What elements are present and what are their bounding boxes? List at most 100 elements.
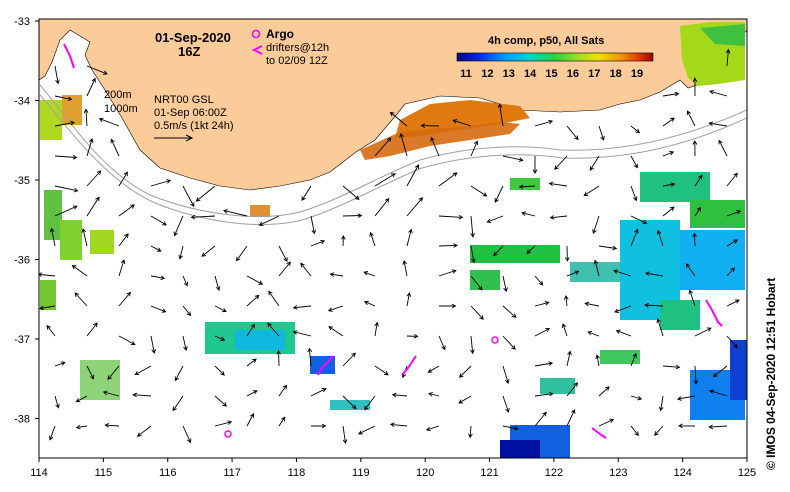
lon-tick-label: 119 xyxy=(352,467,370,479)
current-arrow xyxy=(150,245,162,252)
current-arrow xyxy=(583,185,600,197)
current-arrow xyxy=(630,155,638,169)
drifter-legend-icon xyxy=(251,45,263,55)
current-arrow xyxy=(54,65,60,85)
current-arrow xyxy=(493,245,504,257)
current-arrow xyxy=(246,413,254,427)
current-arrow xyxy=(592,215,600,234)
current-arrow xyxy=(190,214,216,220)
current-arrow xyxy=(86,365,95,380)
current-arrow xyxy=(430,136,440,157)
current-arrow xyxy=(470,335,475,355)
product-time-label: 01-Sep 06:00Z xyxy=(154,107,227,119)
map-frame xyxy=(38,18,748,459)
current-arrow xyxy=(662,91,680,97)
colorbar-tick-label: 14 xyxy=(524,68,537,80)
current-arrow xyxy=(182,185,195,208)
current-arrow xyxy=(712,365,728,378)
colorbar-tick-label: 15 xyxy=(545,68,557,80)
current-arrow xyxy=(174,365,184,382)
current-arrow xyxy=(502,275,508,293)
current-arrow xyxy=(598,125,605,141)
current-arrow xyxy=(236,245,248,262)
current-arrow xyxy=(658,395,664,412)
current-arrow xyxy=(118,291,132,307)
current-arrow xyxy=(201,245,216,257)
current-arrow xyxy=(86,138,94,157)
current-arrow xyxy=(342,352,356,367)
drifter-tracks xyxy=(63,43,723,439)
lon-tick-label: 118 xyxy=(288,467,306,479)
current-arrow xyxy=(470,305,484,320)
current-arrow xyxy=(615,329,632,337)
current-arrow xyxy=(182,425,192,444)
current-arrow xyxy=(644,271,664,277)
lon-tick-label: 114 xyxy=(30,467,48,479)
current-arrow xyxy=(565,245,570,262)
current-arrow xyxy=(222,209,248,217)
land-australia xyxy=(39,19,747,191)
current-arrow xyxy=(391,392,408,398)
credit-label: © IMOS 04-Sep-2020 12:51 Hobart xyxy=(764,277,778,470)
current-arrow xyxy=(470,245,476,264)
current-arrow xyxy=(107,365,120,381)
current-arrow xyxy=(502,425,519,431)
current-arrow xyxy=(534,391,554,397)
current-arrow xyxy=(246,323,256,337)
current-arrow xyxy=(584,301,600,307)
current-arrow xyxy=(150,335,156,354)
current-arrow xyxy=(458,365,472,378)
current-arrow xyxy=(420,123,440,128)
current-arrow xyxy=(470,185,488,197)
current-arrow xyxy=(118,171,128,187)
current-arrow xyxy=(364,395,376,411)
current-arrow xyxy=(292,330,312,337)
current-arrow xyxy=(278,416,286,427)
current-arrow xyxy=(49,227,56,247)
current-arrow xyxy=(598,418,615,427)
current-arrow xyxy=(676,395,696,401)
current-arrow xyxy=(136,425,152,437)
current-arrow xyxy=(81,227,88,247)
current-arrow xyxy=(502,155,524,162)
current-arrow xyxy=(561,323,568,337)
current-arrow xyxy=(402,259,408,277)
current-arrow xyxy=(86,65,108,75)
current-arrow xyxy=(71,264,88,277)
current-arrow xyxy=(173,215,184,237)
colorbar-tick-label: 11 xyxy=(460,68,472,80)
current-arrow xyxy=(214,335,226,341)
lon-tick-label: 121 xyxy=(480,467,498,479)
current-arrow xyxy=(630,125,641,134)
current-arrow xyxy=(726,210,742,217)
current-arrow xyxy=(118,233,129,247)
colorbar-tick-label: 18 xyxy=(610,68,622,80)
current-arrow xyxy=(48,425,56,441)
argo-float xyxy=(491,336,499,344)
current-arrow xyxy=(328,326,344,337)
date-label: 01-Sep-2020 xyxy=(155,30,231,45)
current-arrow xyxy=(246,294,260,307)
current-arrow xyxy=(630,228,639,247)
current-arrow xyxy=(374,365,389,376)
argo-floats xyxy=(224,336,499,438)
lon-tick-label: 123 xyxy=(609,467,627,479)
current-arrow xyxy=(589,155,600,171)
current-arrow xyxy=(132,392,152,398)
current-arrow xyxy=(195,185,216,202)
current-arrow xyxy=(246,358,257,367)
lon-tick-label: 120 xyxy=(416,467,434,479)
current-arrow xyxy=(268,290,280,307)
lat-tick-label: -35 xyxy=(14,175,30,187)
colorbar-tick-label: 17 xyxy=(588,68,600,80)
current-arrow xyxy=(278,384,288,397)
current-arrow xyxy=(532,156,538,175)
sst-patches xyxy=(40,22,747,458)
current-arrow xyxy=(662,117,675,127)
current-arrow xyxy=(566,382,578,397)
current-arrow xyxy=(678,423,696,429)
current-arrow xyxy=(374,137,392,157)
current-arrow xyxy=(46,324,56,337)
current-arrow xyxy=(428,392,440,397)
